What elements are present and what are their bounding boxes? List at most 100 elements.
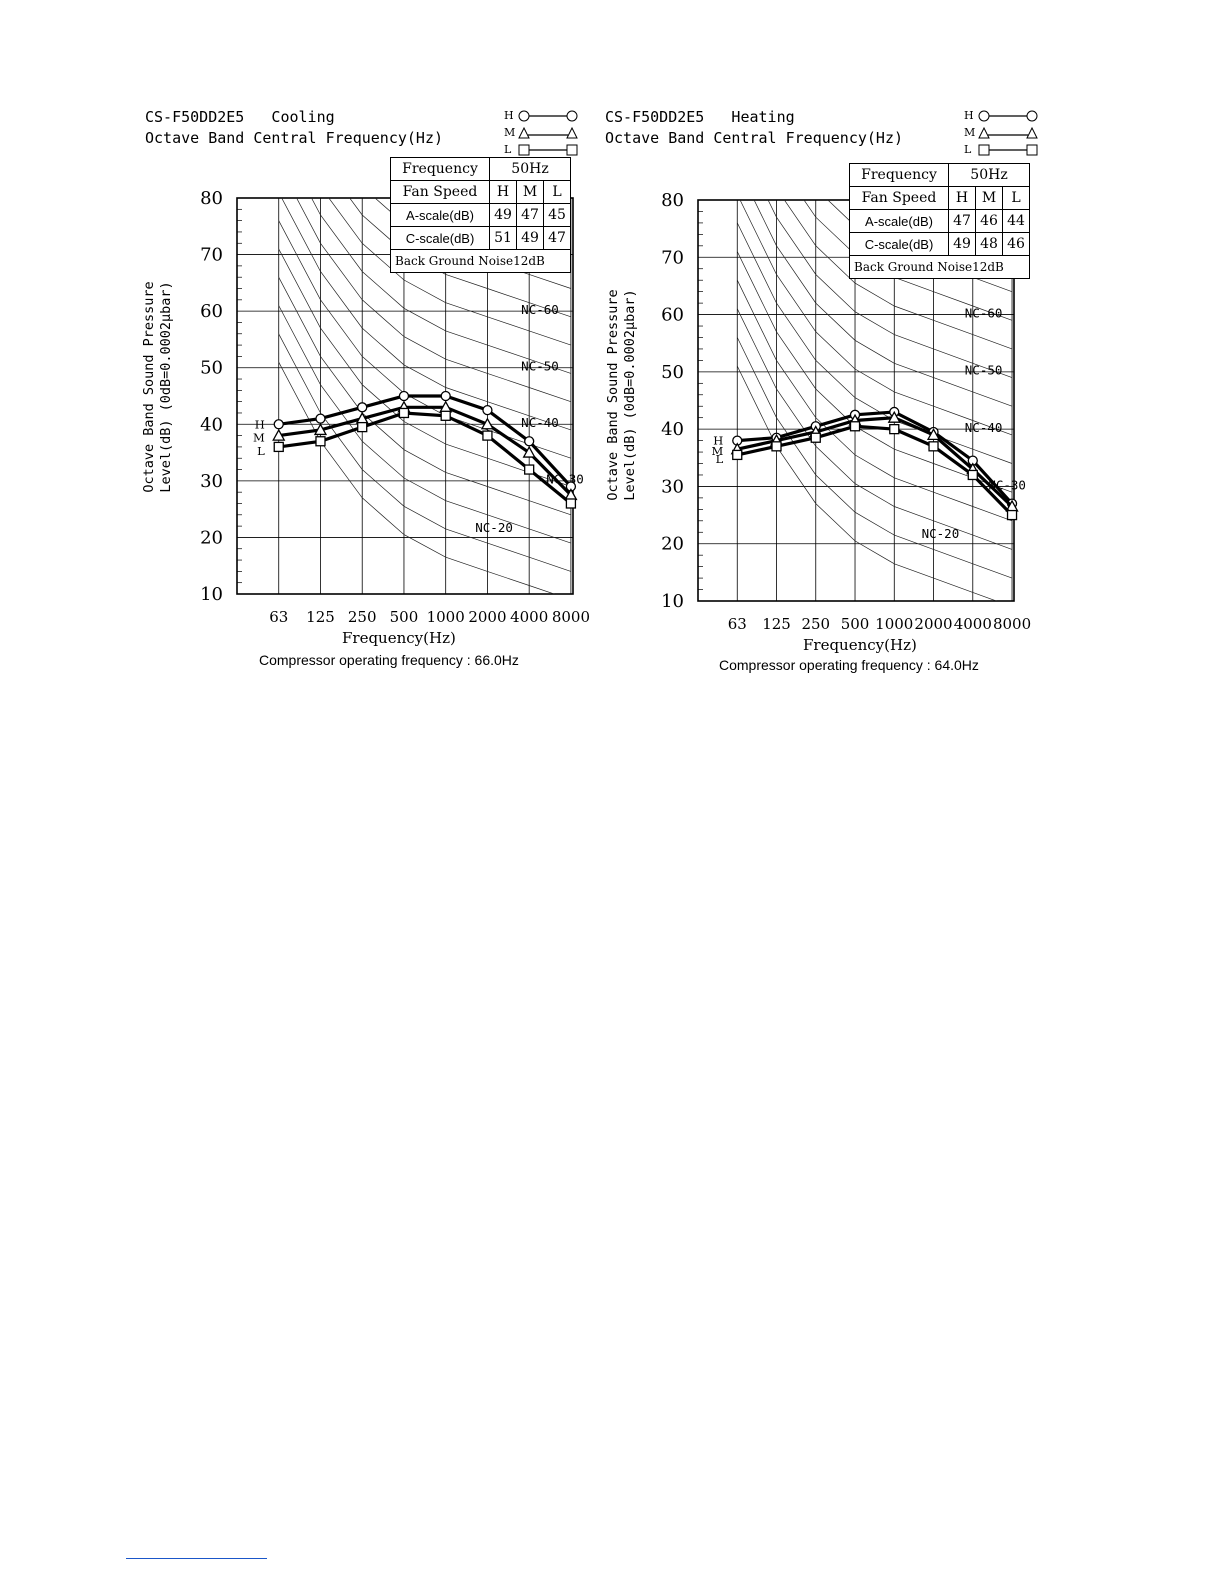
x-tick-label: 8000	[993, 615, 1031, 633]
nc-label: NC-60	[521, 302, 559, 317]
x-tick-label: 63	[269, 608, 288, 626]
table-cell: L	[1002, 186, 1030, 210]
y-tick-label: 70	[200, 245, 223, 266]
y-axis-label-line2: Level(dB) (0dB=0.0002μbar)	[622, 289, 638, 501]
series-label-m: M	[253, 431, 265, 445]
data-point-circle	[273, 419, 284, 430]
y-axis-label: Octave Band Sound Pressure Level(dB) (0d…	[141, 267, 175, 507]
nc-label: NC-40	[521, 415, 559, 430]
legend-key: H	[504, 109, 514, 122]
chart-caption: Compressor operating frequency : 64.0Hz	[719, 657, 979, 673]
chart-header: CS-F50DD2E5 Heating Octave Band Central …	[605, 107, 903, 149]
table-cell: 49	[489, 203, 517, 227]
chart-header: CS-F50DD2E5 Cooling Octave Band Central …	[145, 107, 443, 149]
table-cell: H	[489, 180, 517, 204]
series-line-m	[736, 416, 1014, 508]
nc-curve	[767, 200, 1013, 378]
y-tick-label: 10	[661, 591, 684, 612]
data-point-square	[771, 441, 782, 452]
table-cell: C-scale(dB)	[849, 232, 949, 256]
y-axis-label-line1: Octave Band Sound Pressure	[605, 289, 621, 501]
chart-plot-area: 80 70 60 50 40 30 20 10 63 125 250 500 1000 2000 4000 8…	[661, 190, 1031, 633]
y-tick-label: 70	[661, 247, 684, 268]
table-cell: M	[516, 180, 544, 204]
table-cell: 50Hz	[948, 163, 1030, 187]
legend-item-h: H	[504, 107, 578, 124]
table-cell: M	[975, 186, 1003, 210]
y-tick-label: 50	[200, 358, 223, 379]
legend-key: H	[964, 109, 974, 122]
nc-label: NC-40	[965, 420, 1003, 435]
nc-curve	[736, 222, 1013, 464]
nc-curve	[736, 337, 1013, 579]
nc-curve	[736, 251, 1013, 493]
data-point-square	[565, 498, 577, 509]
circle-marker-icon	[978, 110, 1038, 121]
nc-label: NC-20	[922, 526, 960, 541]
x-axis-label: Frequency(Hz)	[803, 636, 917, 654]
nc-label: NC-50	[965, 363, 1003, 378]
nc-curve	[328, 198, 572, 346]
nc-label: NC-20	[475, 520, 513, 535]
triangle-marker-icon	[518, 126, 578, 138]
series-label-l: L	[716, 452, 724, 466]
table-cell: H	[948, 186, 976, 210]
y-axis-label-line2: Level(dB) (0dB=0.0002μbar)	[158, 281, 174, 493]
square-marker-icon	[518, 144, 578, 155]
legend-item-h: H	[964, 107, 1038, 124]
data-point-square	[889, 423, 900, 435]
table-cell: Frequency	[390, 157, 490, 181]
data-point-square	[482, 430, 493, 441]
chart-title: CS-F50DD2E5 Cooling	[145, 108, 335, 126]
data-point-square	[967, 469, 978, 481]
chart-subtitle: Octave Band Central Frequency(Hz)	[605, 129, 904, 147]
y-tick-label: 40	[200, 414, 223, 435]
sound-spec-table: Frequency 50Hz Fan Speed H M L A-scale(dB) 47…	[849, 163, 1030, 279]
nc-curve	[278, 305, 572, 544]
chart-panel-heating: CS-F50DD2E5 Heating Octave Band Central …	[595, 95, 1040, 680]
nc-label: NC-50	[521, 359, 559, 374]
x-tick-label: 500	[841, 615, 870, 633]
sound-spec-table: Frequency 50Hz Fan Speed H M L A-scale(dB) 49…	[390, 157, 571, 273]
table-cell: Frequency	[849, 163, 949, 187]
data-point-square	[357, 421, 368, 433]
table-cell: 47	[948, 209, 976, 233]
data-point-circle	[398, 390, 410, 402]
data-point-triangle	[887, 410, 901, 423]
series-line-l	[278, 411, 572, 505]
nc-curve	[736, 308, 1013, 550]
series-line-h	[278, 394, 573, 488]
x-tick-label: 125	[306, 608, 335, 626]
table-cell: Fan Speed	[849, 186, 949, 210]
data-point-triangle	[926, 428, 941, 441]
table-cell: 50Hz	[489, 157, 571, 181]
data-point-square	[849, 421, 861, 432]
chart-panel-cooling: CS-F50DD2E5 Cooling Octave Band Central …	[135, 95, 590, 680]
nc-curve	[296, 198, 572, 403]
chart-subtitle: Octave Band Central Frequency(Hz)	[145, 129, 444, 147]
y-tick-label: 80	[200, 188, 223, 209]
series-line-h	[737, 410, 1014, 505]
x-tick-label: 4000	[510, 608, 548, 626]
nc-curve	[736, 280, 1013, 522]
x-tick-label: 2000	[914, 615, 952, 633]
table-cell: 44	[1002, 209, 1030, 233]
triangle-marker-icon	[978, 126, 1038, 138]
x-tick-label: 250	[801, 615, 830, 633]
y-tick-label: 60	[661, 305, 684, 326]
legend-item-m: M	[504, 124, 578, 141]
table-cell: A-scale(dB)	[390, 203, 490, 227]
data-point-square	[273, 441, 284, 453]
data-point-circle	[524, 436, 535, 447]
nc-curve	[311, 198, 572, 374]
y-tick-label: 60	[200, 301, 223, 322]
data-point-circle	[440, 390, 451, 402]
table-cell: 46	[975, 209, 1003, 233]
footer-rule	[126, 1558, 267, 1559]
table-cell: Fan Speed	[390, 180, 490, 204]
data-point-triangle	[480, 417, 495, 430]
table-cell: 47	[516, 203, 544, 227]
series-label-h: H	[713, 434, 723, 448]
x-tick-label: 4000	[954, 615, 992, 633]
data-point-square	[732, 449, 743, 461]
